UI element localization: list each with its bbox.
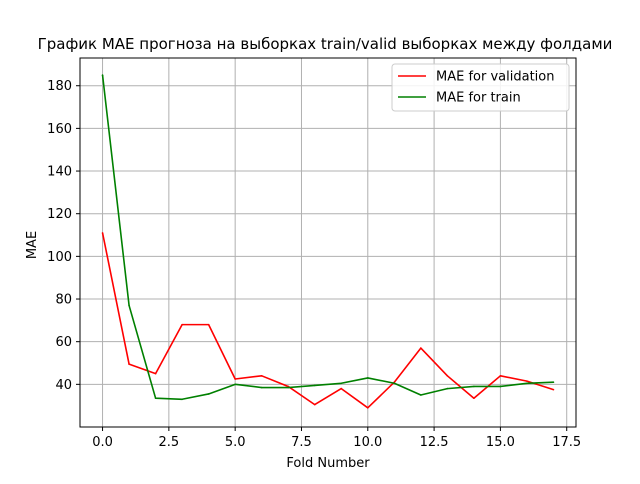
y-tick-label: 140 <box>47 165 72 180</box>
data-point <box>366 377 369 379</box>
x-tick-label: 5.0 <box>225 435 246 450</box>
y-tick-label: 160 <box>47 122 72 137</box>
data-point <box>101 232 104 234</box>
data-point <box>526 380 528 382</box>
data-point <box>154 372 157 375</box>
series-validation <box>101 232 555 409</box>
series-train <box>101 74 555 401</box>
y-tick-label: 40 <box>55 378 72 393</box>
data-point <box>552 381 555 384</box>
y-tick-label: 180 <box>47 79 72 94</box>
data-point <box>128 304 130 307</box>
data-point <box>446 387 449 390</box>
data-point <box>154 397 157 400</box>
x-tick-label: 17.5 <box>552 435 581 450</box>
data-point <box>340 387 343 390</box>
axis-ticks: 0.0 2.5 5.0 7.5 10.0 12.5 15.0 17.5 40 60 80 100 120… <box>47 79 581 450</box>
plot-area-frame <box>79 57 577 428</box>
data-point <box>552 388 555 391</box>
legend-item: MAE for train <box>398 91 521 106</box>
series-line <box>101 74 554 401</box>
data-point <box>313 384 316 387</box>
x-tick-label: 12.5 <box>420 435 449 450</box>
data-point <box>181 398 183 401</box>
x-axis-label: Fold Number <box>286 456 370 471</box>
x-tick-label: 0.0 <box>92 435 113 450</box>
legend-item: MAE for validation <box>398 70 554 85</box>
data-point <box>207 323 210 326</box>
x-tick-label: 10.0 <box>353 435 382 450</box>
data-point <box>393 382 396 385</box>
grid <box>80 58 576 427</box>
legend-box <box>391 63 570 112</box>
data-point <box>313 403 316 406</box>
data-point <box>181 323 183 326</box>
data-point <box>526 382 528 385</box>
y-tick-label: 100 <box>47 250 72 265</box>
legend-label: MAE for train <box>436 91 521 106</box>
y-tick-label: 120 <box>47 207 72 222</box>
x-tick-label: 2.5 <box>159 435 180 450</box>
data-point <box>420 394 422 396</box>
data-point <box>101 74 104 76</box>
x-tick-label: 15.0 <box>486 435 515 450</box>
x-tick-label: 7.5 <box>291 435 312 450</box>
data-point <box>473 397 475 400</box>
data-point <box>260 386 263 389</box>
y-tick-label: 60 <box>55 335 72 350</box>
series-line <box>101 232 554 409</box>
data-point <box>446 375 449 377</box>
data-point <box>420 347 422 349</box>
data-point <box>234 378 236 380</box>
data-point <box>234 383 236 386</box>
data-point <box>128 363 130 365</box>
data-point <box>340 382 343 385</box>
legend: MAE for validation MAE for train <box>391 63 570 112</box>
data-point <box>366 407 369 409</box>
data-point <box>260 375 263 377</box>
chart-title: График MAE прогноза на выборках train/va… <box>38 35 613 53</box>
data-point <box>499 385 502 388</box>
data-point <box>473 385 475 388</box>
y-tick-label: 80 <box>55 293 72 308</box>
series-lines <box>101 74 555 409</box>
y-axis-label: MAE <box>25 231 40 259</box>
data-point <box>499 375 502 377</box>
data-point <box>287 386 290 389</box>
legend-label: MAE for validation <box>436 70 554 85</box>
data-point <box>207 393 210 395</box>
